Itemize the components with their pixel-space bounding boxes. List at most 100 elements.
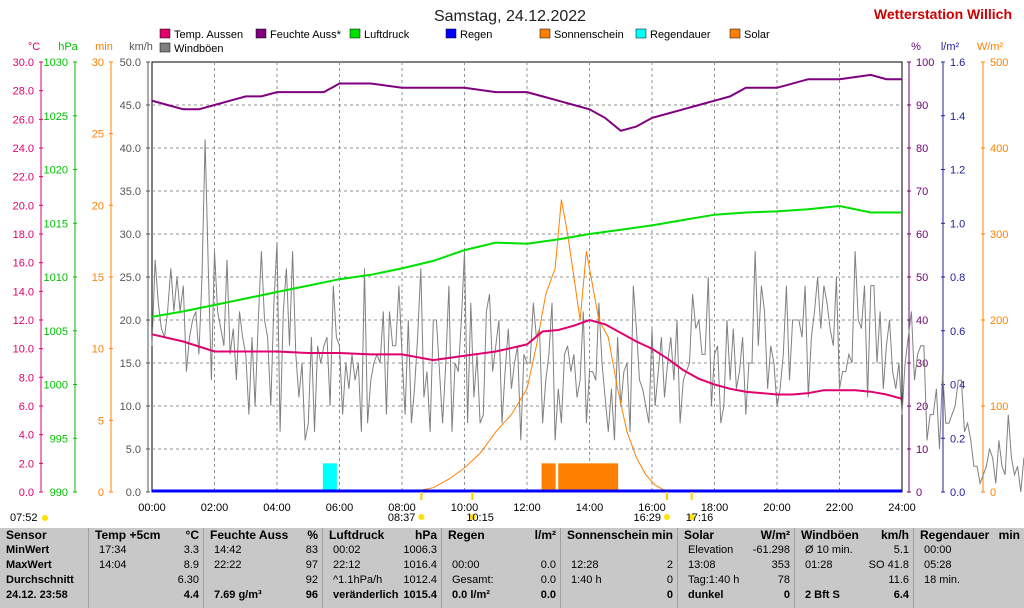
stats-value: 353: [771, 559, 790, 571]
stats-value: 8.9: [183, 559, 199, 571]
stats-value: 1016.4: [403, 559, 437, 571]
marker-label: 17:16: [686, 512, 714, 524]
axis-tick-label: 0: [98, 487, 104, 499]
axis-tick-label: 80: [916, 143, 928, 155]
x-tick-label: 24:00: [888, 502, 916, 514]
stats-sun-column: Sonnenschein min 12:28 2 1:40 h 0 0: [561, 528, 677, 608]
legend-label: Solar: [744, 29, 770, 41]
legend-label: Regen: [460, 29, 492, 41]
legend-label: Luftdruck: [364, 29, 410, 41]
axis-tick-label: 0.6: [950, 326, 965, 338]
stats-sensor-header: Sensor: [6, 528, 47, 542]
statistics-table: Sensor MinWert MaxWert Durchschnitt 24.1…: [0, 528, 1024, 608]
x-tick-label: 00:00: [138, 502, 166, 514]
x-tick-label: 20:00: [763, 502, 791, 514]
stats-sub: 13:08: [688, 559, 716, 571]
stats-unit: %: [307, 528, 318, 542]
series-windgust-line: [151, 139, 1024, 493]
stats-value: 6.30: [177, 574, 199, 586]
stats-header: Solar: [684, 528, 715, 542]
stats-sub: Ø 10 min.: [805, 544, 853, 556]
axis-tick-label: 30: [916, 358, 928, 370]
axis-tick-label: 25.0: [120, 272, 141, 284]
legend-label: Windböen: [174, 43, 224, 55]
stats-unit: min: [998, 528, 1020, 542]
series-sunshine-bar: [541, 463, 556, 492]
stats-value: 97: [305, 559, 318, 571]
axis-tick-label: 0.0: [126, 487, 141, 499]
axis-tick-label: 5.0: [126, 444, 141, 456]
legend-swatch: [349, 28, 361, 39]
stats-sub: 22:22: [214, 559, 242, 571]
stats-sub: 12:28: [571, 559, 599, 571]
stats-value: 0.0: [540, 559, 556, 571]
axis-tick-label: 25: [92, 129, 104, 141]
axis-tick-label: 14.0: [13, 286, 34, 298]
axis-tick-label: 2.0: [19, 458, 34, 470]
legend-swatch: [635, 28, 647, 39]
axis-tick-label: 0.0: [19, 487, 34, 499]
axis-tick-label: 995: [50, 433, 68, 445]
stats-header: Regendauer: [920, 528, 990, 542]
x-tick-label: 04:00: [263, 502, 291, 514]
legend-label: Temp. Aussen: [174, 29, 243, 41]
legend-swatch: [539, 28, 551, 39]
stats-label-avg: Durchschnitt: [6, 574, 74, 586]
axis-tick-label: 0.2: [950, 433, 965, 445]
stats-header: Sonnenschein: [567, 528, 650, 542]
axis-tick-label: 16.0: [13, 258, 34, 270]
stats-value: 83: [305, 544, 318, 556]
sun-marker-icon: [42, 515, 48, 521]
stats-unit: km/h: [880, 528, 909, 542]
series-raindauer-bar: [322, 463, 337, 492]
stats-header: Luftdruck: [329, 528, 385, 542]
axis-tick-label: 30: [92, 57, 104, 69]
axis-tick-label: 0: [916, 487, 922, 499]
stats-sub: 7.69 g/m³: [214, 589, 262, 601]
stats-value: 78: [777, 574, 790, 586]
stats-sub: 00:00: [452, 559, 480, 571]
stats-temp-column: Temp +5cm °C 17:34 3.3 14:04 8.9 6.30 4.4: [89, 528, 203, 608]
sun-marker-icon: [688, 514, 695, 520]
axis-tick-label: 15: [92, 272, 104, 284]
x-tick-label: 14:00: [576, 502, 604, 514]
x-tick-label: 02:00: [201, 502, 229, 514]
legend-swatch: [255, 28, 267, 39]
stats-label-max: MaxWert: [6, 559, 52, 571]
axis-tick-label: 60: [916, 229, 928, 241]
sun-marker-icon: [664, 514, 670, 520]
stats-value: 96: [305, 589, 318, 601]
sun-marker-icon: [469, 514, 476, 520]
stats-value: 6.4: [893, 589, 909, 601]
axis-tick-label: 20.0: [120, 315, 141, 327]
marker-label: 16:29: [633, 512, 661, 524]
stats-label-min: MinWert: [6, 544, 50, 556]
marker-label: 07:52: [10, 512, 38, 524]
axis-tick-label: 1.2: [950, 165, 965, 177]
series-humidity-line: [151, 73, 902, 132]
axis-tick-label: 30.0: [13, 57, 34, 69]
stats-value: 3.3: [183, 544, 199, 556]
stats-value: 1006.3: [403, 544, 437, 556]
stats-value: 0: [666, 589, 673, 601]
stats-sub: 22:12: [333, 559, 361, 571]
legend-label: Regendauer: [650, 29, 711, 41]
stats-wind-column: Windböen km/h Ø 10 min. 5.1 01:28 SO 41.8 11.6…: [795, 528, 913, 608]
axis-tick-label: 10.0: [120, 401, 141, 413]
axis-tick-label: 1.0: [950, 218, 965, 230]
stats-unit: °C: [185, 528, 199, 542]
x-tick-label: 08:00: [388, 502, 416, 514]
axis-tick-label: 0: [990, 487, 996, 499]
axis-tick-label: 0.8: [950, 272, 965, 284]
axis-tick-label: 10.0: [13, 344, 34, 356]
stats-solar-column: Solar W/m² Elevation -61.298 13:08 353 Tag:1:4…: [678, 528, 794, 608]
stats-value: 4.4: [183, 589, 199, 601]
axis-unit-label: %: [911, 41, 921, 53]
station-name: Wetterstation Willich: [874, 6, 1012, 22]
series-temp-line: [151, 318, 903, 400]
axis-tick-label: 5: [98, 415, 104, 427]
stats-value: 2: [666, 559, 673, 571]
marker-label: 08:37: [388, 512, 416, 524]
stats-humidity-column: Feuchte Auss% 14:42 83 22:22 97 92 7.69 g/m³ 96: [204, 528, 322, 608]
axis-tick-label: 1005: [44, 326, 68, 338]
